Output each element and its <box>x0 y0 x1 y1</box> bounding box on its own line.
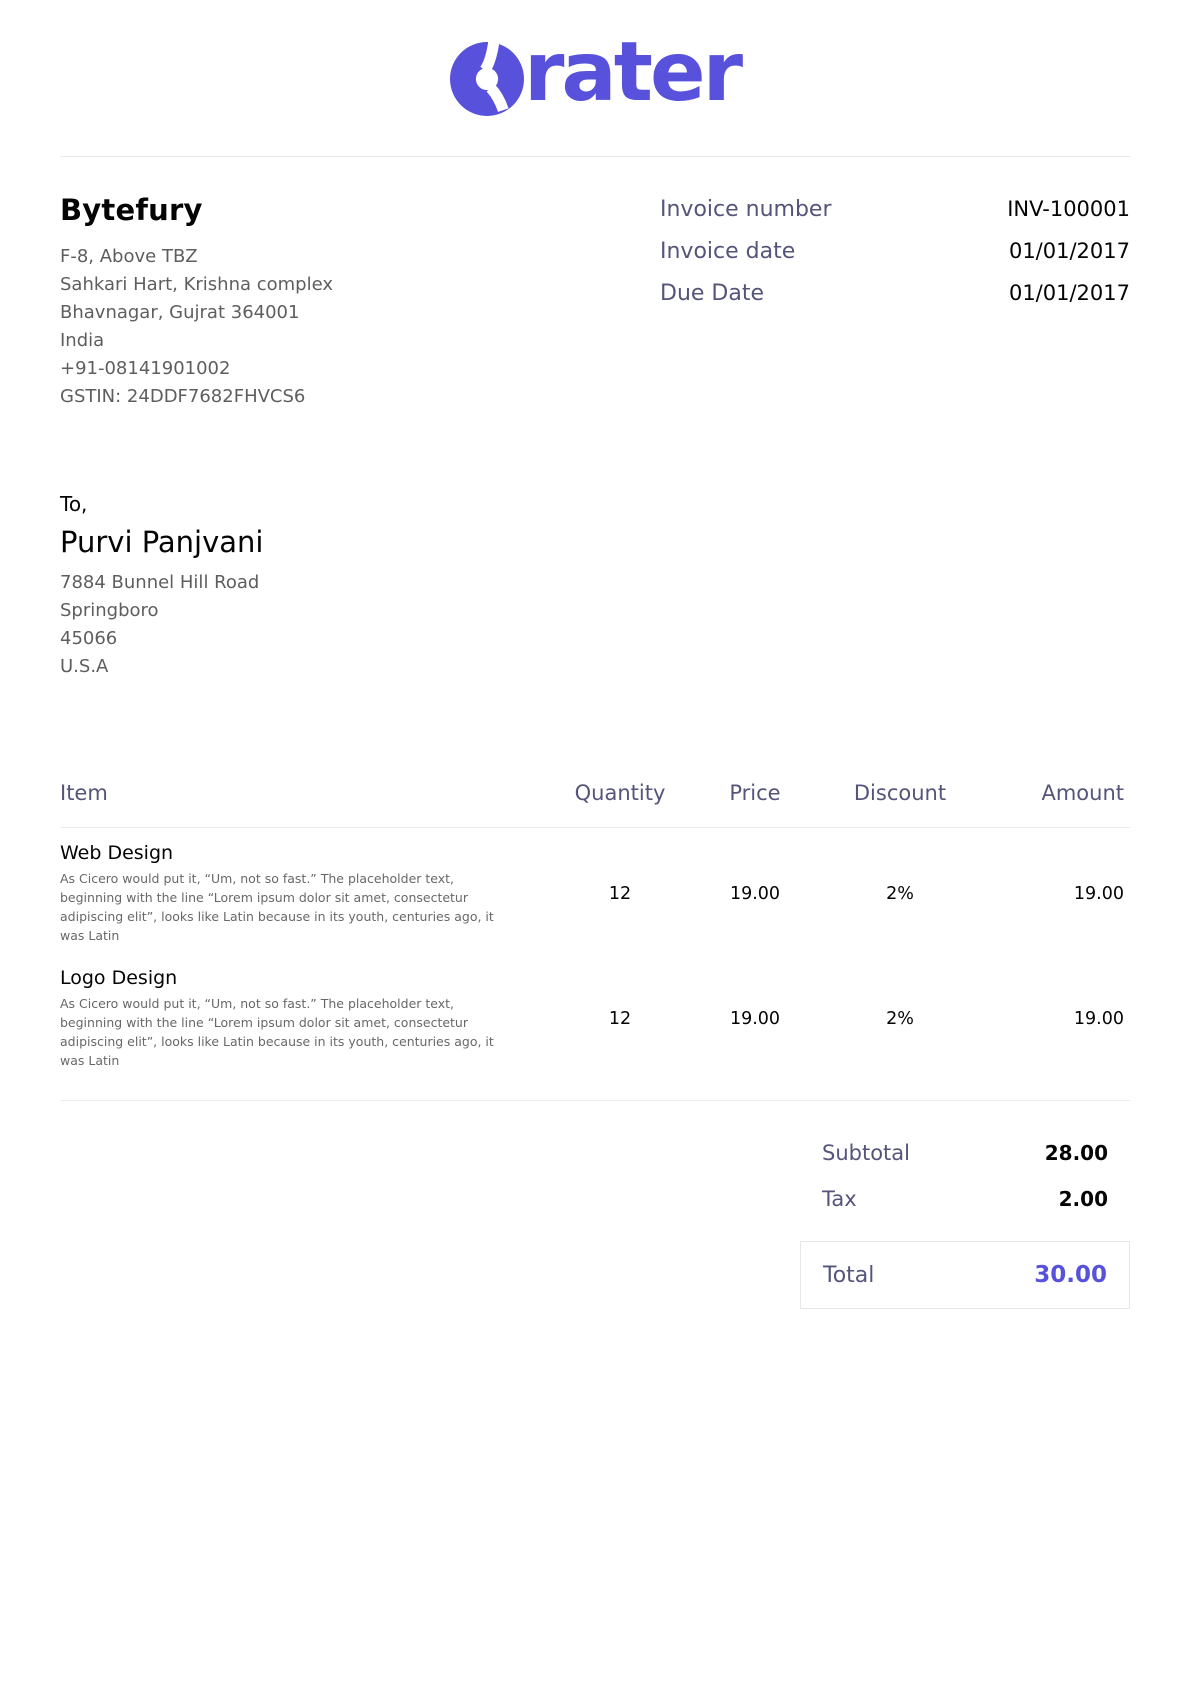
item-name: Logo Design <box>60 967 178 989</box>
subtotal-value: 28.00 <box>1044 1141 1108 1165</box>
customer-address-line: U.S.A <box>60 656 109 677</box>
item-amount: 19.00 <box>1073 1008 1124 1029</box>
company-name: Bytefury <box>60 193 203 227</box>
items-bottom-divider <box>60 1100 1130 1101</box>
customer-name: Purvi Panjvani <box>60 525 264 559</box>
crater-logo-mark-icon <box>449 42 524 116</box>
due-date-row: Due Date 01/01/2017 <box>660 281 1130 306</box>
subtotal-row: Subtotal 28.00 <box>800 1141 1130 1165</box>
item-price: 19.00 <box>729 883 781 904</box>
customer-address-line: Springboro <box>60 600 159 621</box>
item-name: Web Design <box>60 842 174 864</box>
tax-row: Tax 2.00 <box>800 1187 1130 1211</box>
column-header-item: Item <box>60 781 108 805</box>
column-header-discount: Discount <box>853 781 947 805</box>
logo-wordmark: rater <box>523 25 743 120</box>
total-label: Total <box>823 1263 875 1288</box>
totals: Subtotal 28.00 Tax 2.00 Total 30.00 <box>60 1141 1130 1309</box>
bill-to-prefix: To, <box>60 492 88 516</box>
table-row: Web Design As Cicero would put it, “Um, … <box>60 842 550 945</box>
due-date-value: 01/01/2017 <box>1008 281 1130 305</box>
item-amount: 19.00 <box>1073 883 1124 904</box>
item-discount: 2% <box>886 883 914 904</box>
invoice-date-label: Invoice date <box>660 239 796 264</box>
customer-address-line: 7884 Bunnel Hill Road <box>60 572 260 593</box>
customer-address-line: 45066 <box>60 628 118 649</box>
invoice-number-row: Invoice number INV-100001 <box>660 197 1130 222</box>
invoice-number-value: INV-100001 <box>1007 197 1130 221</box>
company-gstin: GSTIN: 24DDF7682FHVCS6 <box>60 386 306 407</box>
invoice-meta: Invoice number INV-100001 Invoice date 0… <box>660 193 1130 411</box>
item-quantity: 12 <box>608 1008 632 1029</box>
company-address-line: F-8, Above TBZ <box>60 246 198 267</box>
invoice-date-value: 01/01/2017 <box>1008 239 1130 263</box>
column-header-quantity: Quantity <box>574 781 666 805</box>
item-description: As Cicero would put it, “Um, not so fast… <box>60 871 494 943</box>
company-address-line: Sahkari Hart, Krishna complex <box>60 274 334 295</box>
header-divider <box>60 156 1130 157</box>
invoice-date-row: Invoice date 01/01/2017 <box>660 239 1130 264</box>
item-description: As Cicero would put it, “Um, not so fast… <box>60 996 494 1068</box>
tax-value: 2.00 <box>1058 1187 1108 1211</box>
company-address-line: India <box>60 330 105 351</box>
table-header-divider <box>60 827 1130 828</box>
bill-to: To, Purvi Panjvani 7884 Bunnel Hill Road… <box>60 489 1130 681</box>
item-discount: 2% <box>886 1008 914 1029</box>
column-header-price: Price <box>729 781 781 805</box>
items-table: Item Quantity Price Discount Amount Web … <box>60 781 1130 1101</box>
company-address-line: Bhavnagar, Gujrat 364001 <box>60 302 300 323</box>
item-price: 19.00 <box>729 1008 781 1029</box>
company-info: Bytefury F-8, Above TBZ Sahkari Hart, Kr… <box>60 193 333 411</box>
total-value: 30.00 <box>1034 1262 1107 1288</box>
company-phone: +91-08141901002 <box>60 358 231 379</box>
table-row: Logo Design As Cicero would put it, “Um,… <box>60 967 550 1070</box>
column-header-amount: Amount <box>1041 781 1124 805</box>
item-quantity: 12 <box>608 883 632 904</box>
due-date-label: Due Date <box>660 281 764 306</box>
logo: rater <box>60 0 1130 116</box>
invoice-number-label: Invoice number <box>660 197 832 222</box>
tax-label: Tax <box>822 1187 857 1211</box>
subtotal-label: Subtotal <box>822 1141 910 1165</box>
total-box: Total 30.00 <box>800 1241 1130 1309</box>
row-spacer <box>60 945 1130 967</box>
